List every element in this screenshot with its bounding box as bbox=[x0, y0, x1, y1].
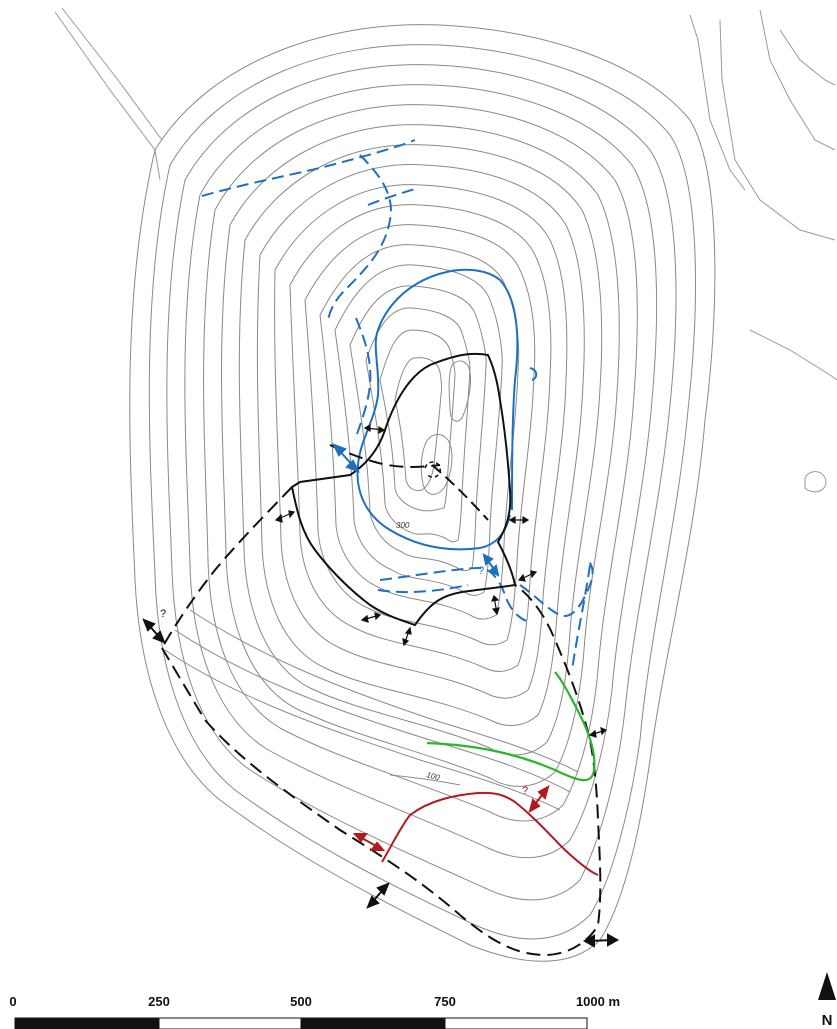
double-arrow-icon bbox=[491, 594, 500, 616]
blue-dash-8 bbox=[571, 564, 591, 671]
double-arrow-icon bbox=[528, 784, 550, 814]
question-mark-red: ? bbox=[522, 785, 528, 797]
scale-tick-750: 750 bbox=[434, 994, 456, 1009]
background-terrain-lines bbox=[54, 7, 837, 493]
blue-small-hook bbox=[529, 367, 538, 381]
double-arrow-icon bbox=[517, 570, 538, 582]
blue-dash-3 bbox=[367, 187, 419, 206]
double-arrow-icon bbox=[331, 443, 361, 473]
blue-dash-7 bbox=[519, 559, 594, 617]
scale-segment-2 bbox=[158, 1017, 302, 1029]
north-label: N bbox=[822, 1012, 833, 1029]
blue-dash-5 bbox=[379, 566, 531, 623]
double-arrow-icon bbox=[588, 727, 608, 738]
black-dash-summit-2 bbox=[431, 464, 489, 521]
black-solid-inner bbox=[290, 352, 517, 627]
scale-segment-3 bbox=[300, 1017, 446, 1029]
double-arrow-icon bbox=[363, 423, 386, 435]
black-dash-outer bbox=[161, 584, 602, 957]
red-rampart-line bbox=[381, 791, 599, 876]
blue-dash-2 bbox=[327, 154, 392, 321]
question-marks: ? ? ? bbox=[160, 565, 528, 797]
double-arrow-icon bbox=[142, 618, 166, 644]
double-arrow-icon bbox=[352, 833, 386, 851]
contour-lines bbox=[129, 24, 716, 962]
double-arrow-icon bbox=[360, 612, 382, 623]
double-arrow-icon bbox=[508, 515, 530, 525]
double-arrow-icon bbox=[366, 882, 390, 909]
question-mark-blue: ? bbox=[478, 565, 484, 577]
scale-tick-250: 250 bbox=[148, 994, 170, 1009]
question-mark-black: ? bbox=[160, 608, 166, 620]
blue-dash-4 bbox=[354, 317, 372, 441]
north-arrow-icon: N bbox=[818, 972, 836, 1029]
black-dash-west bbox=[161, 486, 293, 649]
green-rampart-line bbox=[426, 671, 596, 782]
black-dash-summit bbox=[329, 444, 441, 468]
scale-segment-4 bbox=[444, 1017, 588, 1029]
double-arrow-icon bbox=[582, 933, 620, 948]
double-arrow-icons-red bbox=[352, 784, 550, 851]
blue-dash-1 bbox=[201, 139, 416, 197]
double-arrow-icon bbox=[274, 510, 296, 523]
contour-label-100: 100 bbox=[425, 770, 441, 782]
blue-solid-ring bbox=[356, 268, 519, 551]
scale-tick-500: 500 bbox=[290, 994, 312, 1009]
blue-dash-6 bbox=[377, 584, 469, 594]
scale-tick-0: 0 bbox=[9, 994, 16, 1009]
scale-bar: 0 250 500 750 1000 m bbox=[9, 994, 620, 1029]
scale-tick-1000: 1000 m bbox=[576, 994, 620, 1009]
large-double-arrow-icons-black bbox=[142, 618, 620, 948]
black-rampart-lines bbox=[161, 352, 602, 957]
double-arrow-icon bbox=[402, 626, 412, 647]
double-arrow-icon bbox=[482, 553, 500, 577]
double-arrow-icons-black bbox=[274, 423, 608, 738]
contour-labels: 300 100 bbox=[396, 521, 441, 783]
double-arrow-icons-blue bbox=[331, 443, 500, 577]
contour-label-300: 300 bbox=[396, 521, 410, 530]
scale-segment-1 bbox=[14, 1017, 160, 1029]
